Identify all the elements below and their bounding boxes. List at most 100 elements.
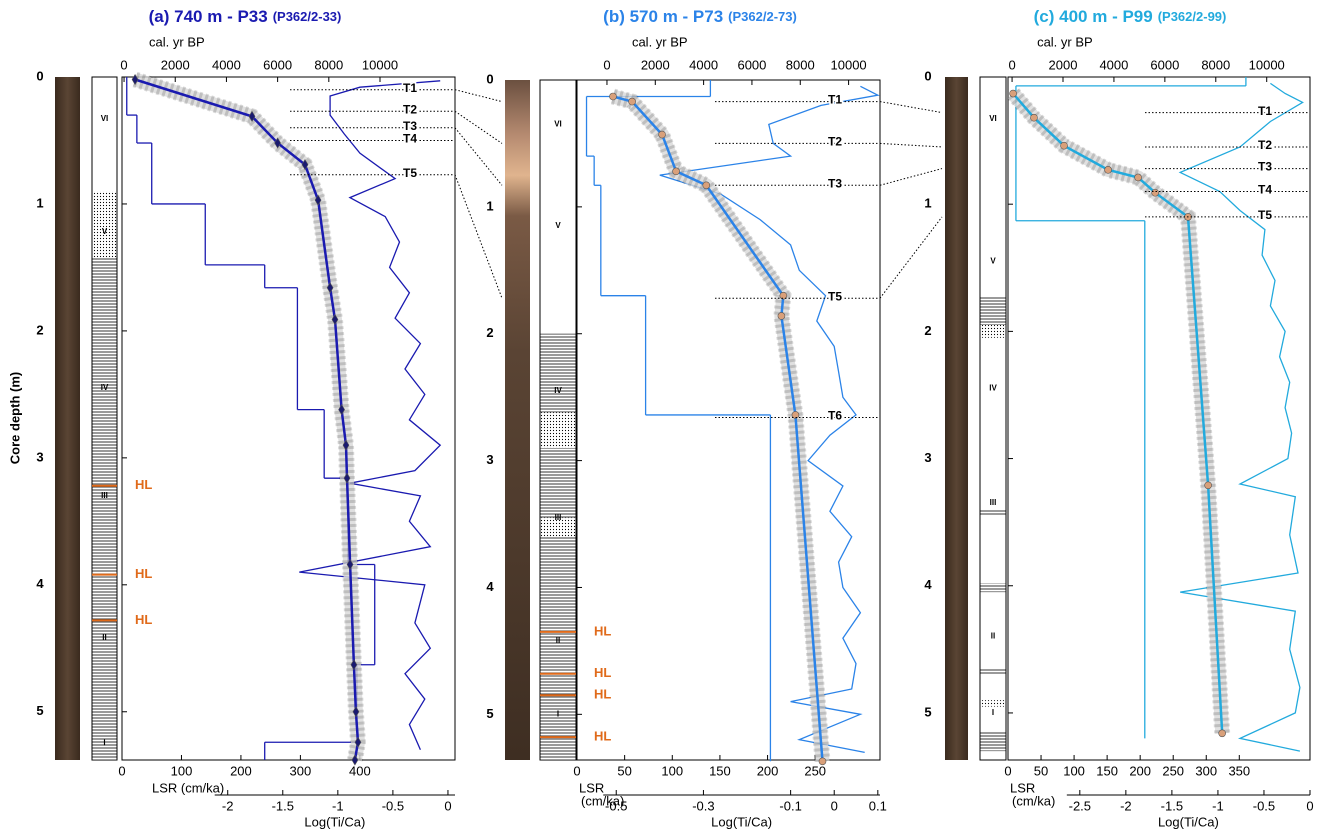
unit-label: III	[555, 513, 562, 522]
tie-label: T1	[403, 81, 417, 95]
ti-tick-label: -2	[1120, 798, 1132, 813]
age-envelope-edge	[1007, 88, 1231, 734]
date-marker	[248, 110, 256, 122]
ti-axis-label: Log(Ti/Ca)	[711, 814, 772, 829]
hl-label: HL	[135, 477, 152, 492]
date-marker	[301, 159, 309, 171]
y-tick-label: 2	[486, 325, 493, 340]
age-tick-label: 6000	[737, 57, 766, 72]
lsr-tick-label: 400	[349, 763, 371, 778]
unit-label: II	[991, 632, 995, 641]
sandy-interval	[540, 412, 576, 448]
age-axis-label: cal. yr BP	[632, 34, 688, 49]
lsr-axis-label: (cm/ka)	[581, 793, 624, 808]
panel-title: (b) 570 m - P73 (P362/2-73)	[603, 7, 797, 26]
age-tick-label: 10000	[1249, 57, 1285, 72]
date-marker	[352, 706, 360, 718]
tie-connector	[879, 168, 943, 186]
date-marker	[314, 194, 322, 206]
unit-label: VI	[101, 114, 109, 123]
laminated-interval	[980, 509, 1006, 516]
sandy-interval	[980, 325, 1006, 338]
lsr-tick-label: 100	[661, 763, 683, 778]
date-marker	[326, 282, 334, 294]
ti-ca-curve	[299, 80, 442, 751]
lsr-tick-label: 50	[617, 763, 631, 778]
tie-connector	[879, 101, 943, 114]
date-marker	[1030, 113, 1038, 122]
panel-title: (c) 400 m - P99 (P362/2-99)	[1034, 7, 1227, 26]
sandy-interval	[540, 517, 576, 537]
y-tick-label: 4	[486, 579, 494, 594]
tie-label: T2	[1258, 138, 1272, 152]
age-tick-label: 4000	[212, 57, 241, 72]
date-marker	[131, 73, 139, 86]
lithology-column	[979, 76, 1007, 761]
hl-label: HL	[594, 623, 611, 638]
lsr-tick-label: 0	[118, 763, 125, 778]
y-axis-label: Core depth (m)	[7, 372, 22, 464]
date-marker	[343, 472, 351, 484]
date-marker	[1134, 173, 1142, 182]
lsr-tick-label: 100	[1063, 763, 1085, 778]
date-marker	[1151, 188, 1159, 197]
date-marker	[777, 312, 786, 320]
unit-label: IV	[101, 383, 109, 392]
lsr-axis-label: LSR (cm/ka)	[152, 780, 224, 795]
laminated-interval	[980, 668, 1006, 675]
ti-tick-label: 0.1	[869, 798, 887, 813]
date-marker	[338, 404, 345, 416]
age-tick-label: 2000	[161, 57, 190, 72]
age-axis-label: cal. yr BP	[149, 34, 205, 49]
tie-label: T5	[1258, 208, 1272, 222]
laminated-interval	[540, 333, 576, 413]
age-tick-label: 10000	[362, 57, 398, 72]
hl-label: HL	[594, 729, 611, 744]
unit-label: V	[555, 221, 561, 230]
date-marker	[1104, 166, 1112, 174]
tie-label: T2	[828, 135, 842, 149]
lsr-tick-label: 250	[1162, 763, 1184, 778]
unit-label: I	[557, 709, 559, 718]
lsr-tick-label: 300	[1195, 763, 1217, 778]
unit-label: IV	[554, 386, 562, 395]
ti-tick-label: -2	[222, 798, 234, 813]
date-marker	[818, 757, 827, 766]
date-marker	[351, 754, 359, 766]
ti-tick-label: -1.5	[272, 798, 294, 813]
unit-label: V	[990, 257, 996, 266]
core-image	[505, 80, 530, 760]
date-marker	[628, 97, 636, 106]
hl-label: HL	[135, 612, 152, 627]
tie-connector	[879, 142, 943, 148]
tie-connector	[454, 127, 503, 186]
laminated-interval	[540, 447, 576, 518]
lsr-tick-label: 200	[230, 763, 252, 778]
date-marker	[331, 313, 339, 326]
y-tick-label: 2	[924, 323, 931, 338]
ti-tick-label: -0.3	[692, 798, 714, 813]
lsr-axis-label: LSR	[1010, 780, 1035, 795]
unit-label: IV	[989, 384, 997, 393]
ti-tick-label: 0	[1306, 798, 1313, 813]
lsr-tick-label: 0	[1004, 763, 1011, 778]
lsr-tick-label: 250	[804, 763, 826, 778]
title-sub: (P362/2-33)	[273, 9, 342, 24]
ti-tick-label: -0.5	[382, 798, 404, 813]
unit-label: III	[990, 498, 997, 507]
title-sub: (P362/2-73)	[728, 9, 797, 24]
age-axis-label: cal. yr BP	[1037, 34, 1093, 49]
y-tick-label: 0	[486, 71, 493, 86]
tie-connector	[454, 110, 503, 144]
ti-axis-label: Log(Ti/Ca)	[1158, 814, 1219, 829]
title-sub: (P362/2-99)	[1158, 9, 1227, 24]
y-tick-label: 5	[486, 706, 493, 721]
unit-label: I	[992, 708, 994, 717]
title-main: (a) 740 m - P33	[149, 7, 268, 26]
y-tick-label: 1	[924, 196, 931, 211]
y-tick-label: 2	[36, 322, 43, 337]
hl-label: HL	[135, 566, 152, 581]
age-tick-label: 4000	[689, 57, 718, 72]
unit-label: V	[102, 227, 108, 236]
